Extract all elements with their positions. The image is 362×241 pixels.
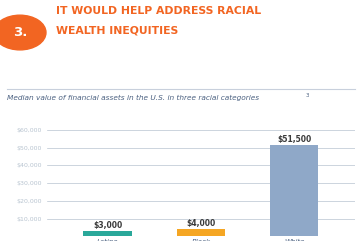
Text: $51,500: $51,500 bbox=[277, 135, 311, 144]
Bar bbox=[177, 229, 225, 236]
Text: 3.: 3. bbox=[13, 26, 27, 39]
Bar bbox=[270, 145, 319, 236]
Text: IT WOULD HELP ADDRESS RACIAL: IT WOULD HELP ADDRESS RACIAL bbox=[56, 6, 261, 16]
Text: $3,000: $3,000 bbox=[93, 221, 122, 230]
Bar bbox=[83, 231, 132, 236]
Text: 3: 3 bbox=[306, 93, 310, 98]
Text: Median value of financial assets in the U.S. in three racial categories: Median value of financial assets in the … bbox=[7, 95, 259, 101]
Text: $4,000: $4,000 bbox=[186, 219, 215, 228]
Text: WEALTH INEQUITIES: WEALTH INEQUITIES bbox=[56, 25, 178, 35]
